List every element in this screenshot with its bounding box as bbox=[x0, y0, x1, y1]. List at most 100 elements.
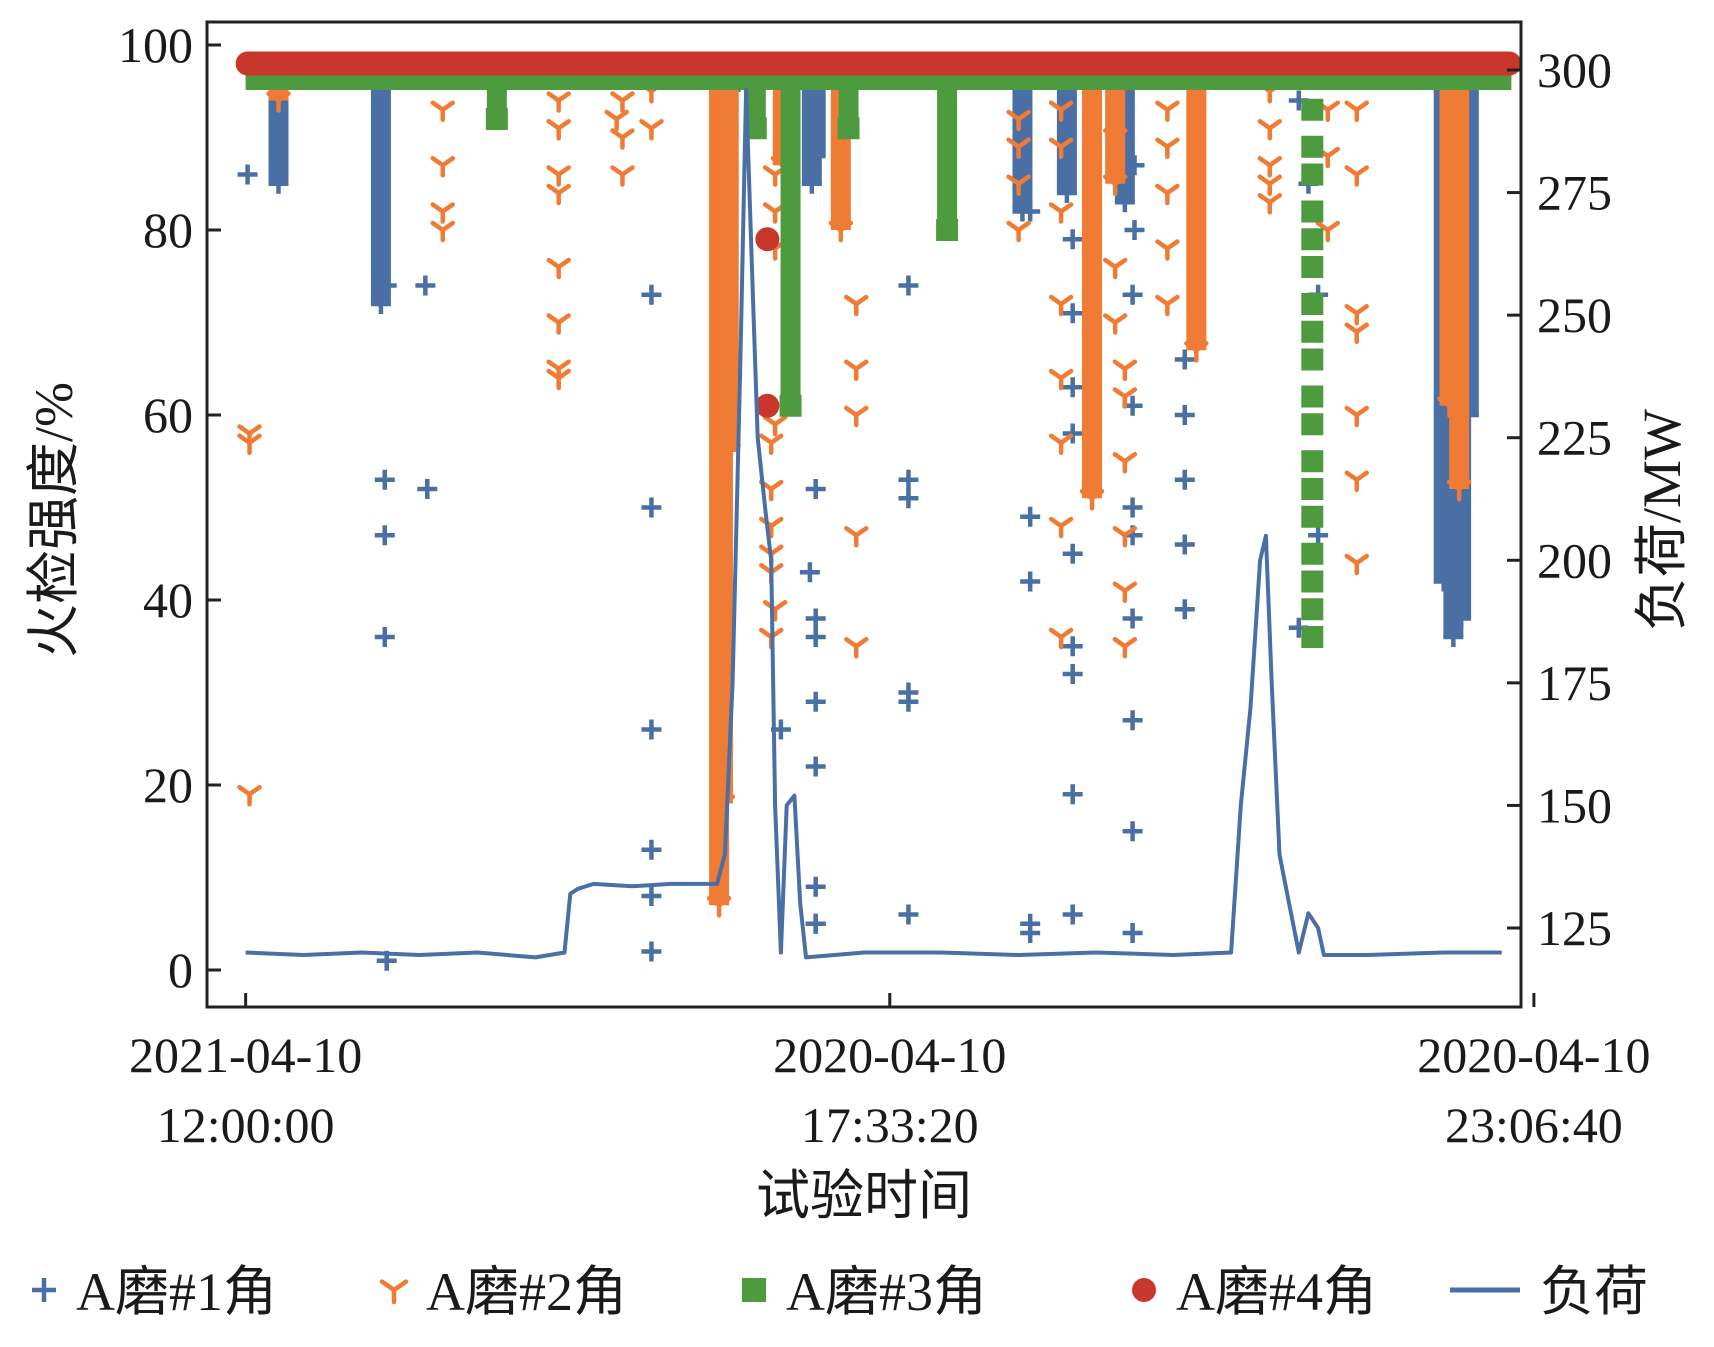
tri-down-marker bbox=[237, 785, 262, 807]
tri-down-marker bbox=[1257, 119, 1283, 141]
tri-down-marker bbox=[1344, 304, 1369, 326]
legend-label: A磨#4角 bbox=[1176, 1262, 1377, 1322]
tri-down-marker bbox=[1112, 359, 1138, 381]
plus-marker bbox=[1062, 543, 1083, 564]
plus-marker bbox=[641, 284, 662, 305]
plus-marker bbox=[641, 941, 662, 962]
plus-marker bbox=[1062, 303, 1083, 324]
legend-label: A磨#3角 bbox=[786, 1262, 987, 1322]
square-marker bbox=[742, 1278, 766, 1302]
square-marker bbox=[1301, 293, 1324, 315]
legend-label: A磨#2角 bbox=[426, 1262, 627, 1322]
square-marker bbox=[1301, 135, 1324, 158]
tri-down-marker bbox=[1112, 387, 1138, 409]
square-marker bbox=[1301, 598, 1324, 621]
plus-marker bbox=[1062, 229, 1083, 250]
tri-down-marker bbox=[1257, 193, 1283, 215]
plus-marker bbox=[374, 627, 395, 647]
tri-down-marker bbox=[546, 119, 571, 141]
square-marker bbox=[936, 219, 959, 241]
tri-down-marker bbox=[1006, 174, 1031, 196]
tri-down-marker bbox=[1112, 452, 1138, 474]
drop-column bbox=[718, 72, 739, 452]
tri-down-marker bbox=[1257, 174, 1283, 196]
circle-marker bbox=[755, 393, 780, 418]
y-axis-title-left: 火检强度/% bbox=[24, 382, 84, 658]
y-right-tick-label: 150 bbox=[1537, 777, 1612, 833]
square-marker bbox=[1301, 348, 1324, 371]
plus-marker bbox=[1122, 923, 1143, 943]
plus-marker bbox=[1443, 627, 1464, 647]
square-marker bbox=[1301, 450, 1324, 473]
plus-marker bbox=[805, 876, 826, 897]
plus-marker bbox=[805, 913, 826, 934]
plus-marker bbox=[641, 719, 662, 740]
tri-down-marker bbox=[430, 220, 455, 243]
tri-down-marker bbox=[546, 257, 571, 280]
plus-marker bbox=[1122, 608, 1143, 629]
plus-marker bbox=[641, 839, 662, 860]
plus-marker bbox=[805, 146, 826, 166]
plus-marker bbox=[805, 756, 826, 777]
plus-marker bbox=[374, 525, 395, 546]
plus-marker bbox=[898, 904, 919, 925]
plus-marker bbox=[801, 173, 822, 194]
tri-down-marker bbox=[1155, 183, 1180, 206]
tri-down-marker bbox=[1184, 341, 1209, 363]
plus-marker bbox=[799, 562, 820, 583]
tri-down-marker bbox=[758, 516, 784, 539]
tri-down-marker bbox=[430, 156, 455, 178]
tri-down-marker bbox=[1048, 627, 1074, 650]
tri-down-marker bbox=[1344, 165, 1369, 187]
tri-down-marker bbox=[1344, 553, 1369, 576]
plus-marker bbox=[1062, 904, 1083, 925]
y-left-tick-label: 20 bbox=[143, 757, 193, 813]
square-marker bbox=[744, 117, 767, 140]
tri-down-marker bbox=[1446, 479, 1472, 502]
plus-marker bbox=[1174, 349, 1195, 370]
tri-down-marker bbox=[379, 1279, 409, 1305]
left-axis: 0 20 40 60 80 100 bbox=[118, 17, 221, 998]
square-marker bbox=[485, 108, 508, 130]
square-marker bbox=[1301, 505, 1324, 528]
square-marker bbox=[837, 117, 860, 140]
plus-marker bbox=[1308, 525, 1329, 546]
plus-marker bbox=[898, 275, 919, 296]
tri-down-marker bbox=[1048, 202, 1074, 224]
plus-marker bbox=[1020, 201, 1041, 222]
plus-marker bbox=[370, 294, 391, 314]
plus-marker bbox=[898, 469, 919, 490]
y-axis-title-right: 负荷/MW bbox=[1632, 409, 1692, 631]
plus-marker bbox=[417, 479, 438, 499]
plus-marker bbox=[805, 479, 826, 499]
square-marker bbox=[1301, 478, 1324, 500]
tri-down-marker bbox=[430, 202, 455, 224]
y-left-tick-label: 60 bbox=[143, 387, 193, 443]
tri-down-marker bbox=[1112, 581, 1138, 603]
tri-down-marker bbox=[1344, 470, 1369, 492]
tri-down-marker bbox=[706, 896, 732, 918]
square-marker bbox=[1301, 570, 1324, 593]
y-right-tick-label: 225 bbox=[1537, 410, 1612, 466]
tri-down-marker bbox=[1048, 294, 1074, 317]
tri-down-marker bbox=[844, 405, 869, 428]
drop-column bbox=[745, 82, 766, 129]
plus-marker bbox=[376, 275, 397, 296]
plus-marker bbox=[374, 469, 395, 490]
square-marker bbox=[1301, 542, 1324, 565]
plus-marker bbox=[641, 497, 662, 518]
drop-column bbox=[1186, 72, 1207, 351]
plus-marker bbox=[805, 627, 826, 647]
drop-column bbox=[1449, 72, 1470, 489]
load-line bbox=[245, 87, 1502, 960]
plus-marker bbox=[1056, 183, 1077, 203]
drop-column bbox=[838, 82, 859, 129]
square-marker bbox=[1301, 256, 1324, 278]
tri-down-marker bbox=[1315, 220, 1341, 243]
plus-marker bbox=[1062, 377, 1083, 398]
circle-marker bbox=[755, 227, 780, 252]
plus-marker bbox=[32, 1278, 56, 1302]
drop-column bbox=[805, 72, 826, 156]
plus-marker bbox=[1122, 710, 1143, 731]
tri-down-marker bbox=[639, 119, 664, 141]
